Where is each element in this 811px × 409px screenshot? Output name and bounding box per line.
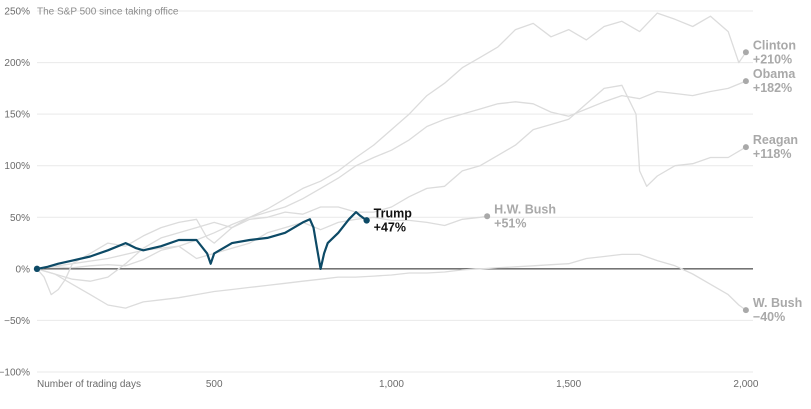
chart-subtitle: The S&P 500 since taking office (37, 7, 179, 18)
x-tick-label: 1,500 (556, 379, 581, 390)
series-end-dot-w-bush (742, 307, 749, 314)
series-start-dot (33, 265, 41, 273)
y-tick-label: 150% (4, 110, 30, 121)
series-value-label-h-w-bush: +51% (494, 216, 526, 230)
series-name-label-w-bush: W. Bush (753, 296, 802, 310)
series-value-label-w-bush: −40% (753, 310, 785, 324)
y-tick-label: −100% (0, 368, 30, 379)
series-value-label-clinton: +210% (753, 52, 792, 66)
series-line-clinton (36, 12, 747, 270)
y-tick-label: 50% (10, 213, 30, 224)
series-name-label-clinton: Clinton (753, 38, 796, 52)
x-tick-label: 1,000 (379, 379, 404, 390)
series-line-w-bush (36, 253, 747, 311)
x-tick-label: 500 (206, 379, 223, 390)
x-axis-label: Number of trading days (37, 379, 141, 390)
y-tick-label: 250% (4, 7, 30, 18)
series-end-dot-h-w-bush (484, 213, 491, 220)
series-end-dot-trump (363, 217, 370, 224)
series-value-label-trump: +47% (374, 220, 406, 234)
y-tick-label: 200% (4, 58, 30, 69)
series-end-dot-reagan (742, 144, 749, 151)
series-end-dot-clinton (742, 49, 749, 56)
y-tick-labels: 250% 200% 150% 100% 50% 0% −50% −100% (0, 7, 30, 379)
series-name-label-h-w-bush: H.W. Bush (494, 202, 556, 216)
series-line-reagan (36, 84, 747, 282)
series-value-label-reagan: +118% (753, 147, 792, 161)
series-line-trump (36, 211, 368, 270)
series-end-dot-obama (742, 78, 749, 85)
x-tick-label: 2,000 (733, 379, 758, 390)
y-tick-label: −50% (4, 316, 30, 327)
y-tick-label: 0% (16, 264, 31, 275)
y-tick-label: 100% (4, 161, 30, 172)
gridlines (37, 10, 753, 373)
series-lines (33, 12, 749, 314)
series-line-obama (36, 80, 747, 296)
series-labels: Clinton+210%Obama+182% Reagan+118% H.W. Bu… (374, 38, 803, 324)
series-name-label-trump: Trump (374, 206, 413, 220)
x-tick-labels: 500 1,000 1,500 2,000 (206, 379, 759, 390)
series-line-h-w-bush (36, 215, 488, 270)
series-value-label-obama: +182% (753, 81, 792, 95)
series-name-label-reagan: Reagan (753, 133, 798, 147)
series-name-label-obama: Obama (753, 67, 796, 81)
